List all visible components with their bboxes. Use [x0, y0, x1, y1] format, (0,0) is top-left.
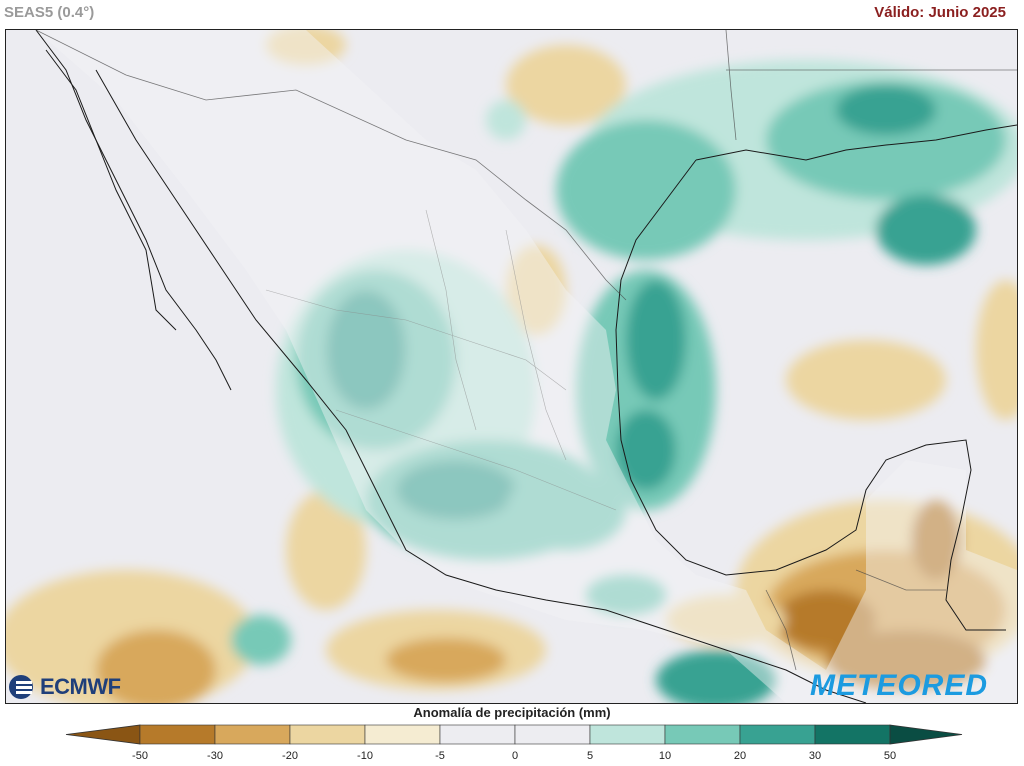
meteored-logo: METEORED	[810, 669, 989, 702]
colorbar-tick-label: -30	[207, 750, 223, 762]
colorbar-tick-label: -5	[435, 750, 445, 762]
colorbar-segment	[739, 724, 816, 745]
colorbar-tick-label: -50	[132, 750, 148, 762]
state-lines	[265, 209, 617, 511]
colorbar-segment	[289, 724, 366, 745]
ecmwf-logo-icon	[9, 675, 33, 699]
colorbar-segment	[514, 724, 591, 745]
colorbar-segment	[364, 724, 441, 745]
colorbar-tick-label: 5	[586, 750, 594, 762]
colorbar-segment	[214, 724, 291, 745]
colorbar-tick-label: 50	[883, 750, 897, 762]
colorbar-tick-label: -10	[357, 750, 373, 762]
model-label: SEAS5 (0.4°)	[4, 4, 95, 21]
colorbar-tick-label: 0	[511, 750, 519, 762]
ecmwf-logo-text: ECMWF	[40, 674, 121, 699]
colorbar-tick-label: -20	[282, 750, 298, 762]
colorbar-segment	[664, 724, 741, 745]
colorbar-segment	[589, 724, 666, 745]
colorbar-tick-label: 20	[733, 750, 747, 762]
anomaly-map	[5, 29, 1018, 704]
coastlines	[35, 30, 1017, 703]
colorbar-arrow-low	[65, 724, 141, 745]
colorbar	[65, 724, 963, 745]
colorbar-tick-label: 30	[808, 750, 822, 762]
colorbar-tick-label: 10	[658, 750, 672, 762]
colorbar-title: Anomalía de precipitación (mm)	[413, 705, 611, 720]
anomaly-fields	[6, 30, 1017, 703]
colorbar-arrow-high	[889, 724, 963, 745]
colorbar-segment	[439, 724, 516, 745]
colorbar-segment	[139, 724, 216, 745]
ecmwf-logo: ECMWF	[8, 674, 121, 700]
land-relief	[36, 30, 1017, 703]
valid-date-label: Válido: Junio 2025	[874, 4, 1006, 21]
borders	[35, 30, 1017, 671]
colorbar-segment	[814, 724, 891, 745]
